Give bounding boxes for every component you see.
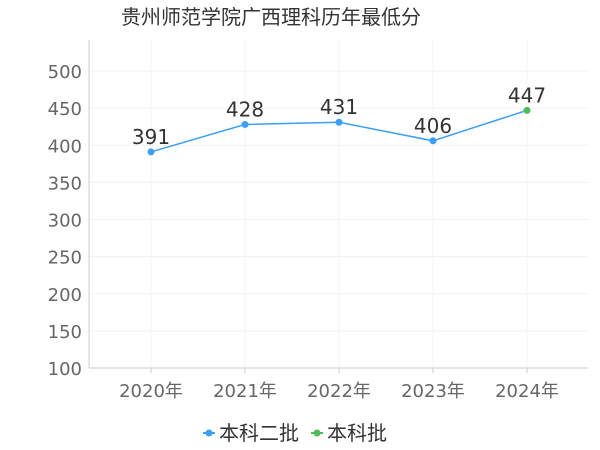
y-tick-label: 450 [48, 99, 82, 120]
axes [88, 40, 588, 373]
x-tick-label: 2020年 [119, 381, 183, 402]
tick-labels: 100 150 200 250 300 350 400 450 500 2020年 2021年 202… [48, 62, 559, 402]
data-point[interactable] [241, 120, 249, 128]
legend-marker [205, 429, 213, 437]
data-labels: 391 428 431 406 447 [132, 83, 546, 149]
legend-label: 本科二批 [219, 421, 299, 445]
y-tick-label: 250 [48, 248, 82, 269]
legend-item[interactable]: 本科批 [311, 421, 387, 445]
y-tick-label: 400 [48, 136, 82, 157]
legend-marker [313, 429, 321, 437]
x-tick-label: 2021年 [213, 381, 277, 402]
y-tick-label: 300 [48, 211, 82, 232]
y-tick-label: 500 [48, 62, 82, 83]
data-point[interactable] [523, 106, 531, 114]
data-label: 428 [226, 97, 264, 121]
legend-label: 本科批 [327, 421, 387, 445]
legend[interactable]: 本科二批 本科批 [203, 421, 387, 445]
x-tick-label: 2022年 [307, 381, 371, 402]
y-tick-label: 350 [48, 173, 82, 194]
x-tick-label: 2023年 [401, 381, 465, 402]
data-point[interactable] [335, 118, 343, 126]
x-tick-label: 2024年 [495, 381, 559, 402]
chart-title: 贵州师范学院广西理科历年最低分 [121, 5, 421, 29]
data-label: 431 [320, 95, 358, 119]
data-point[interactable] [147, 148, 155, 156]
y-tick-label: 150 [48, 322, 82, 343]
legend-item[interactable]: 本科二批 [203, 421, 299, 445]
data-label: 406 [414, 114, 452, 138]
data-point[interactable] [429, 137, 437, 145]
y-tick-label: 100 [48, 359, 82, 380]
y-tick-label: 200 [48, 285, 82, 306]
data-label: 391 [132, 125, 170, 149]
data-points [147, 106, 531, 156]
data-label: 447 [508, 83, 546, 107]
